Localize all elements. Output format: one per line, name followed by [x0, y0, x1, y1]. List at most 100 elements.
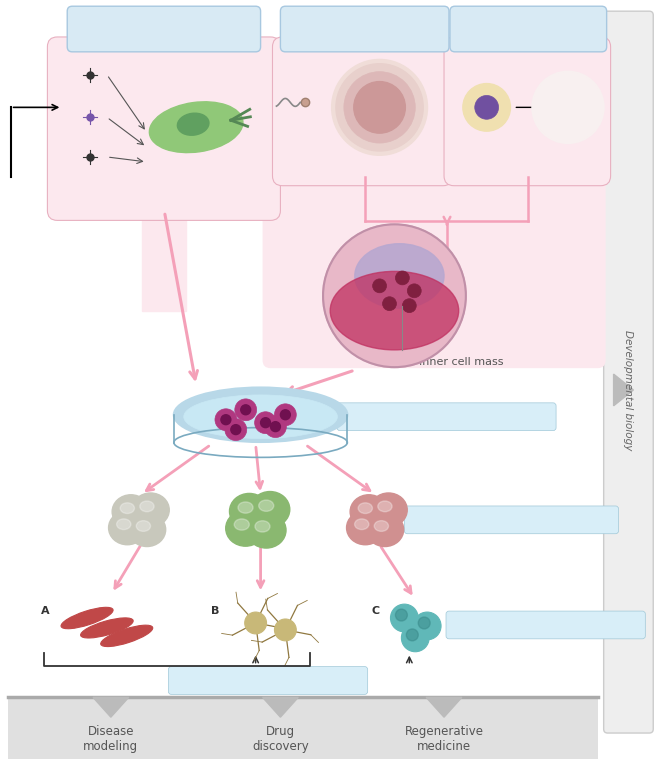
- Ellipse shape: [120, 503, 134, 514]
- Text: In vitro: In vitro: [339, 13, 390, 26]
- FancyBboxPatch shape: [604, 12, 653, 733]
- Text: Nuclear
transfer: Nuclear transfer: [500, 17, 557, 45]
- Text: Drug
discovery: Drug discovery: [252, 725, 309, 753]
- Text: Inner cell mass: Inner cell mass: [419, 357, 503, 367]
- Circle shape: [463, 84, 511, 131]
- Polygon shape: [262, 698, 299, 717]
- Ellipse shape: [150, 102, 243, 152]
- Text: Pluripotent stem cells: Pluripotent stem cells: [382, 408, 510, 421]
- Circle shape: [332, 60, 427, 155]
- FancyBboxPatch shape: [8, 698, 598, 758]
- Polygon shape: [426, 698, 462, 717]
- Circle shape: [401, 624, 429, 651]
- Circle shape: [274, 619, 297, 641]
- FancyBboxPatch shape: [337, 403, 556, 430]
- Text: A: A: [40, 606, 49, 616]
- Ellipse shape: [358, 503, 372, 514]
- Ellipse shape: [366, 513, 404, 547]
- Ellipse shape: [246, 512, 286, 548]
- Ellipse shape: [136, 521, 150, 531]
- Ellipse shape: [132, 493, 169, 527]
- Circle shape: [372, 279, 387, 293]
- Ellipse shape: [129, 513, 165, 547]
- Ellipse shape: [229, 494, 269, 529]
- Circle shape: [215, 409, 237, 430]
- Text: Transdifferentiation: Transdifferentiation: [210, 671, 325, 684]
- Ellipse shape: [238, 502, 253, 514]
- Circle shape: [241, 405, 250, 415]
- Circle shape: [221, 415, 231, 425]
- Ellipse shape: [374, 521, 389, 531]
- Ellipse shape: [234, 519, 249, 531]
- Ellipse shape: [117, 519, 131, 530]
- Polygon shape: [142, 212, 186, 310]
- Ellipse shape: [347, 511, 384, 544]
- Ellipse shape: [226, 511, 266, 546]
- Ellipse shape: [174, 387, 347, 442]
- Text: Regenerative
medicine: Regenerative medicine: [405, 725, 484, 753]
- Text: Induced
pluripotency: Induced pluripotency: [119, 17, 208, 45]
- FancyBboxPatch shape: [168, 667, 368, 695]
- Ellipse shape: [184, 395, 337, 439]
- Ellipse shape: [355, 519, 369, 530]
- Ellipse shape: [350, 495, 387, 529]
- Text: B: B: [211, 606, 219, 616]
- Circle shape: [532, 72, 604, 143]
- Circle shape: [407, 284, 421, 298]
- Text: Differentiated cells: Differentiated cells: [489, 616, 602, 629]
- Text: fertilization: fertilization: [324, 27, 405, 40]
- Circle shape: [382, 296, 397, 310]
- Ellipse shape: [355, 243, 444, 308]
- Circle shape: [395, 609, 407, 621]
- Ellipse shape: [370, 493, 407, 527]
- Circle shape: [281, 410, 291, 420]
- FancyBboxPatch shape: [47, 37, 281, 220]
- Circle shape: [391, 604, 418, 632]
- Circle shape: [231, 425, 241, 434]
- Text: Multipotent stem cells: Multipotent stem cells: [445, 511, 577, 524]
- Circle shape: [474, 95, 499, 119]
- Circle shape: [274, 403, 297, 426]
- Text: C: C: [372, 606, 380, 616]
- Circle shape: [254, 412, 277, 434]
- Circle shape: [354, 82, 405, 133]
- FancyBboxPatch shape: [446, 611, 645, 639]
- Polygon shape: [93, 698, 129, 717]
- Ellipse shape: [140, 501, 154, 512]
- FancyBboxPatch shape: [405, 506, 619, 534]
- FancyBboxPatch shape: [262, 164, 606, 368]
- Ellipse shape: [255, 521, 270, 532]
- Circle shape: [264, 416, 287, 437]
- FancyBboxPatch shape: [281, 6, 449, 52]
- Circle shape: [407, 629, 418, 641]
- Circle shape: [395, 271, 409, 285]
- Circle shape: [418, 617, 430, 629]
- Text: Developmental biology: Developmental biology: [623, 330, 633, 450]
- FancyBboxPatch shape: [67, 6, 260, 52]
- Ellipse shape: [80, 618, 133, 638]
- Circle shape: [403, 299, 416, 313]
- Circle shape: [413, 612, 441, 640]
- Circle shape: [336, 64, 423, 151]
- Polygon shape: [478, 177, 538, 271]
- FancyBboxPatch shape: [444, 37, 611, 186]
- FancyBboxPatch shape: [450, 6, 607, 52]
- Text: Disease
modeling: Disease modeling: [83, 725, 138, 753]
- Ellipse shape: [177, 113, 209, 136]
- Ellipse shape: [259, 500, 273, 511]
- Ellipse shape: [378, 501, 392, 512]
- Ellipse shape: [330, 271, 459, 350]
- Polygon shape: [301, 177, 364, 271]
- Polygon shape: [614, 374, 633, 406]
- Ellipse shape: [61, 608, 113, 629]
- Ellipse shape: [250, 491, 290, 527]
- Ellipse shape: [109, 511, 146, 544]
- Circle shape: [244, 612, 266, 634]
- Circle shape: [235, 399, 256, 420]
- FancyBboxPatch shape: [272, 37, 453, 186]
- Circle shape: [270, 422, 281, 432]
- Circle shape: [260, 417, 270, 427]
- Circle shape: [344, 72, 415, 143]
- Circle shape: [323, 224, 466, 367]
- Ellipse shape: [101, 625, 153, 647]
